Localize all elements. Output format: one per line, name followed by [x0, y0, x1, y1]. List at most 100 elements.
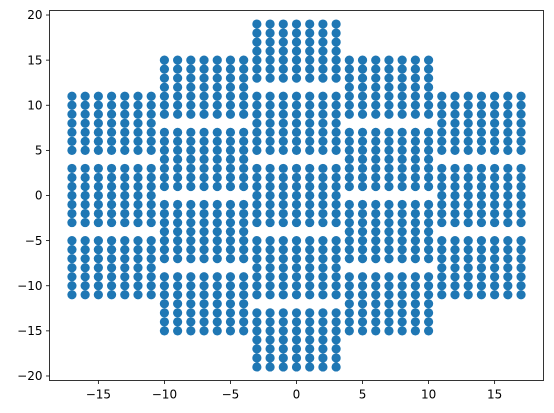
data-point [503, 136, 513, 146]
data-point [384, 82, 394, 92]
data-point [278, 64, 288, 74]
data-point [397, 73, 407, 83]
data-point [186, 64, 196, 74]
data-point [80, 91, 90, 101]
x-tick-label: 5 [359, 388, 367, 402]
data-point [239, 82, 249, 92]
data-point [225, 145, 236, 155]
data-point [159, 55, 170, 65]
data-point [291, 136, 302, 146]
data-point [490, 272, 500, 282]
data-point [463, 181, 473, 192]
data-point [357, 145, 368, 155]
data-point [199, 154, 209, 164]
data-point [199, 100, 209, 110]
data-point [265, 37, 275, 47]
data-point [252, 118, 262, 128]
data-point [516, 190, 526, 201]
data-point [463, 290, 473, 300]
data-point [199, 55, 209, 65]
data-point [357, 326, 368, 336]
data-point [173, 227, 183, 237]
data-point [106, 145, 117, 155]
data-point [516, 245, 526, 255]
data-point [490, 109, 500, 119]
data-point [265, 308, 275, 318]
data-point [106, 91, 117, 101]
data-point [423, 181, 434, 192]
data-point [318, 263, 328, 273]
data-point [490, 91, 500, 101]
data-point [384, 163, 394, 174]
data-point [212, 208, 222, 219]
data-point [225, 82, 236, 92]
data-point [252, 208, 262, 219]
data-point [67, 217, 77, 228]
data-point [344, 163, 354, 174]
data-point [133, 190, 143, 201]
data-point [410, 163, 420, 174]
data-point [120, 109, 130, 119]
data-point [186, 227, 196, 237]
data-point [291, 308, 302, 318]
data-point [331, 281, 341, 291]
data-point [344, 217, 354, 228]
y-tick-label: 10 [27, 98, 42, 112]
data-point [423, 172, 434, 183]
data-point [133, 181, 143, 192]
data-point [265, 91, 275, 101]
data-point [410, 136, 420, 146]
data-point [410, 299, 420, 309]
data-point [252, 344, 262, 354]
data-point [80, 208, 90, 219]
data-point [239, 73, 249, 83]
data-point [252, 245, 262, 255]
data-point [331, 109, 341, 119]
y-tick-label: −20 [17, 369, 42, 383]
y-tick-label: 5 [35, 144, 43, 158]
data-point [291, 199, 302, 210]
data-point [278, 208, 288, 219]
data-point [252, 19, 262, 29]
data-point [490, 254, 500, 264]
data-point [106, 163, 117, 174]
data-point [410, 172, 420, 183]
data-point [265, 272, 275, 282]
data-point [410, 145, 420, 155]
data-point [252, 353, 262, 363]
data-point [93, 236, 103, 246]
data-point [450, 254, 460, 264]
data-point [278, 290, 288, 300]
data-point [278, 136, 288, 146]
data-point [318, 100, 328, 110]
data-point [278, 181, 288, 192]
data-point [423, 245, 434, 255]
data-point [291, 91, 302, 101]
y-tick-label: −15 [17, 324, 42, 338]
data-point [173, 326, 183, 336]
x-tick-label: −5 [222, 388, 240, 402]
data-point [199, 290, 209, 300]
data-point [371, 145, 381, 155]
data-point [305, 353, 315, 363]
data-point [357, 254, 368, 264]
data-point [67, 199, 77, 210]
data-point [146, 163, 156, 174]
data-point [278, 317, 288, 327]
data-point [80, 181, 90, 192]
data-point [80, 245, 90, 255]
data-point [410, 100, 420, 110]
data-point [120, 236, 130, 246]
data-point [331, 181, 341, 192]
data-point [450, 245, 460, 255]
data-point [133, 236, 143, 246]
data-point [423, 127, 434, 137]
data-point [120, 217, 130, 228]
data-point [80, 163, 90, 174]
data-point [252, 163, 262, 174]
data-point [490, 127, 500, 137]
data-point [291, 172, 302, 183]
data-point [384, 236, 394, 246]
